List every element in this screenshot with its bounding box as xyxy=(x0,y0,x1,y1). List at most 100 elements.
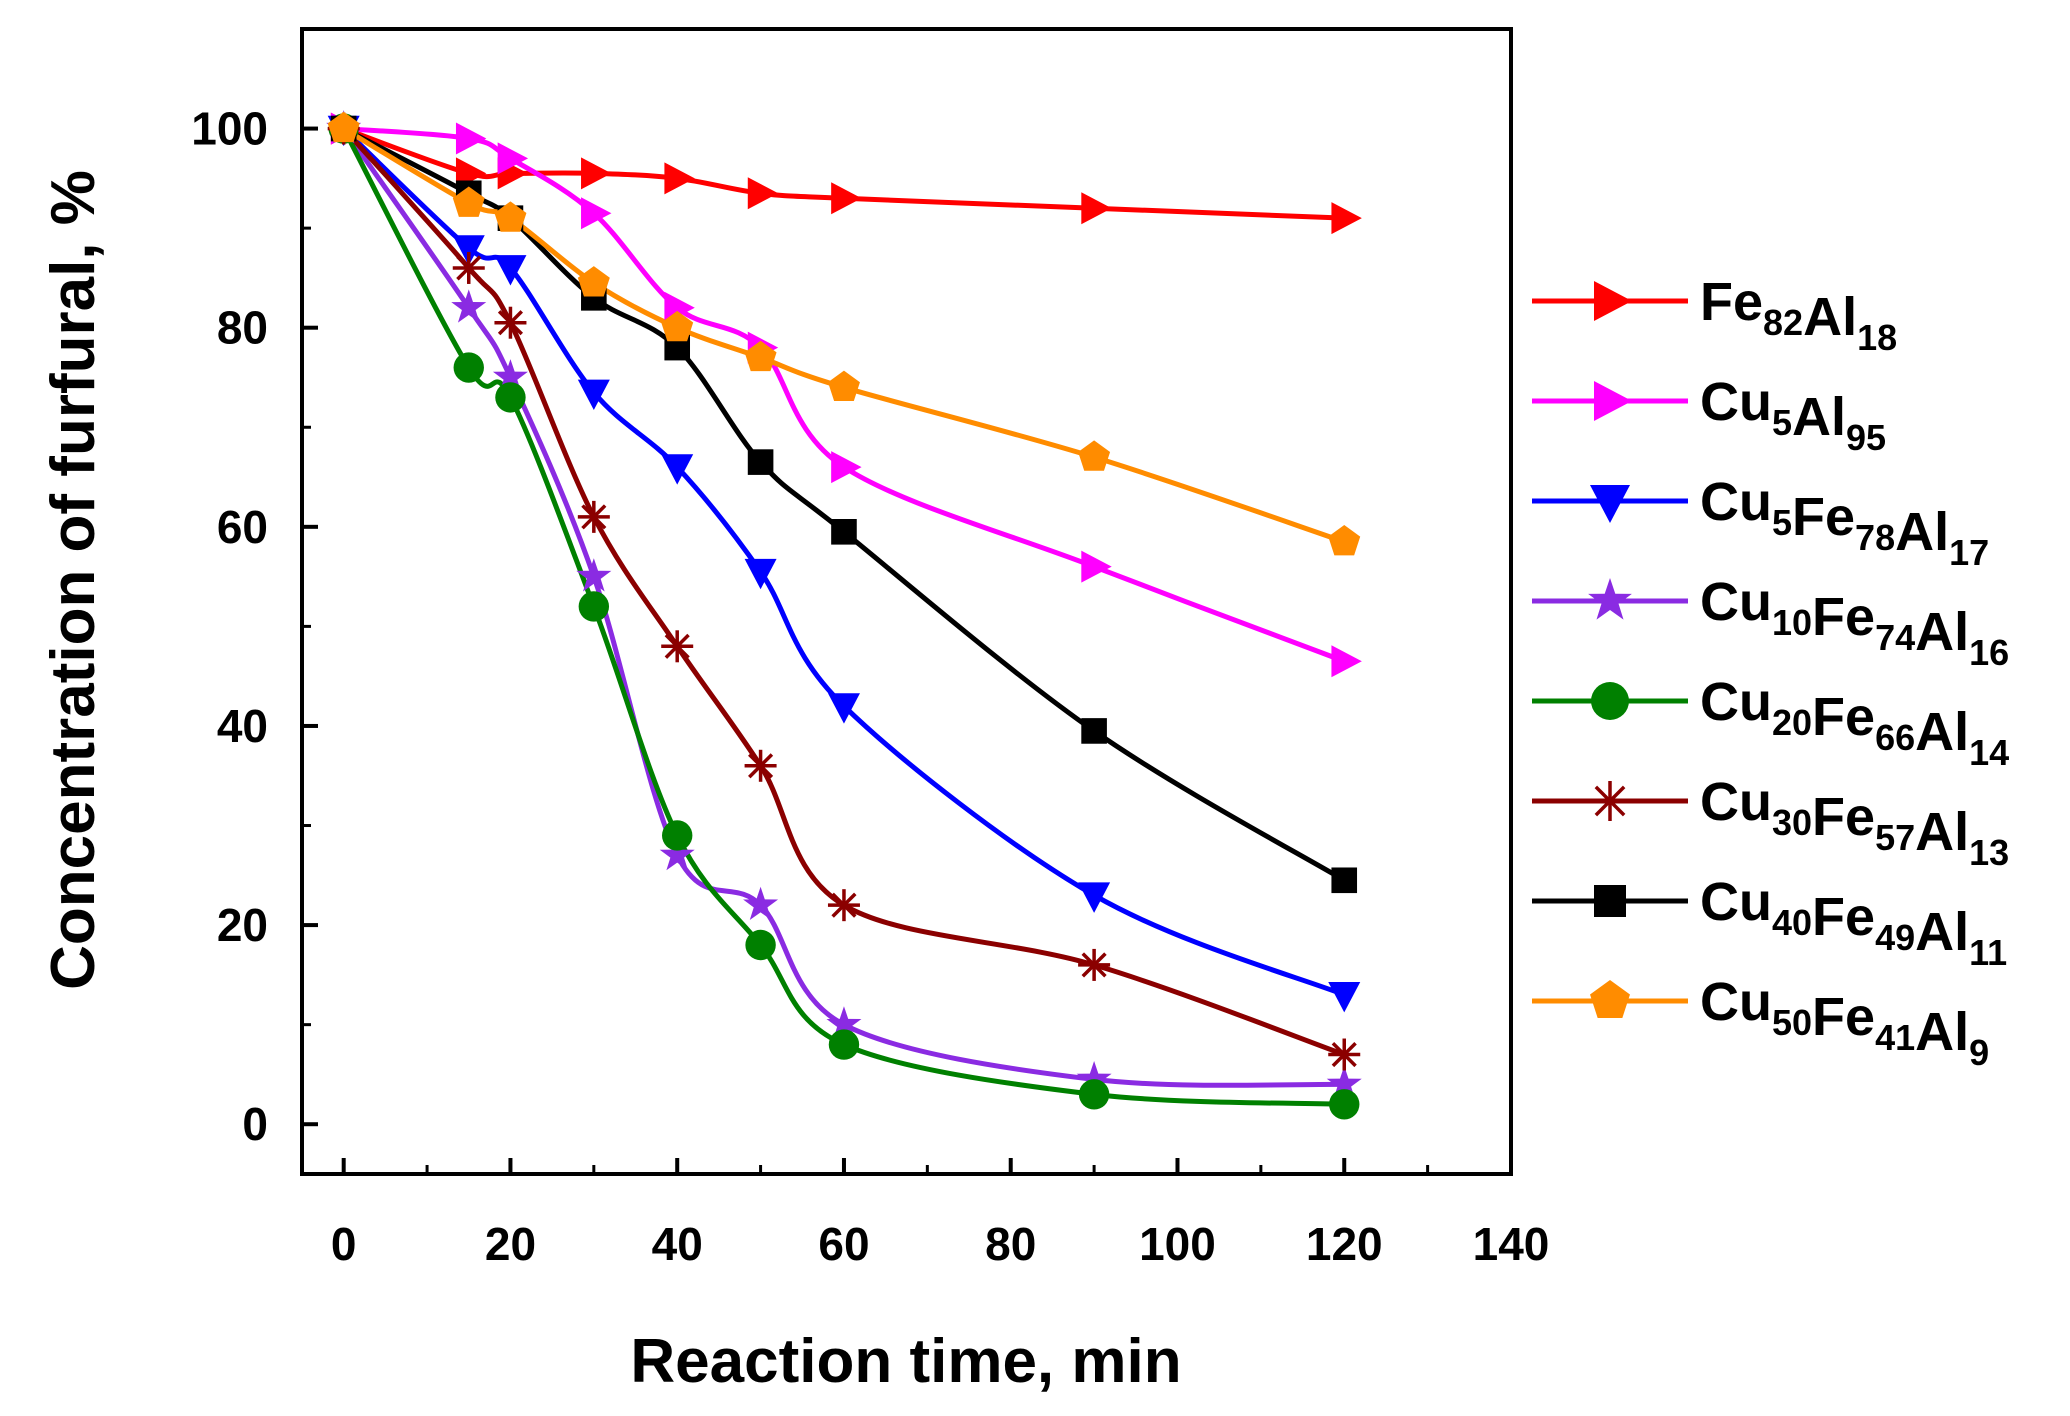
series-markers xyxy=(327,115,1361,1013)
data-point xyxy=(1078,948,1111,981)
series-line xyxy=(342,126,1346,883)
data-point xyxy=(452,251,485,284)
data-point xyxy=(494,255,527,286)
data-point xyxy=(747,449,774,475)
series-markers xyxy=(330,115,1358,894)
y-tick-label: 100 xyxy=(191,103,268,155)
series-markers xyxy=(327,111,1361,556)
data-point xyxy=(1081,192,1112,225)
data-point xyxy=(1591,682,1629,720)
legend-label: Cu5Al95 xyxy=(1700,372,1886,458)
data-point xyxy=(452,235,485,266)
data-point xyxy=(1076,1061,1112,1095)
data-point xyxy=(828,1029,860,1060)
data-point xyxy=(1329,1089,1360,1120)
data-point xyxy=(659,836,695,871)
legend-item: Cu30Fe57Al13 xyxy=(1532,772,2009,873)
x-tick-label: 80 xyxy=(985,1218,1036,1270)
legend-item: Cu5Al95 xyxy=(1532,372,1886,458)
data-point xyxy=(1328,524,1361,556)
legend-label: Fe82Al18 xyxy=(1700,272,1897,358)
data-point xyxy=(581,197,612,230)
data-point xyxy=(581,157,612,190)
data-point xyxy=(1331,867,1358,894)
legend-label: Cu5Fe78Al17 xyxy=(1700,472,1989,573)
x-tick-label: 0 xyxy=(331,1218,357,1270)
data-point xyxy=(831,451,862,484)
data-point xyxy=(1331,645,1362,678)
data-point xyxy=(577,379,610,411)
series-markers xyxy=(330,112,1362,235)
curves xyxy=(341,126,1346,1107)
data-point xyxy=(577,500,610,533)
y-axis-title: Concentration of furfural, % xyxy=(39,170,108,990)
data-point xyxy=(1331,202,1362,235)
series-markers xyxy=(328,113,1360,1120)
data-point xyxy=(1590,485,1630,523)
data-point xyxy=(1326,1065,1362,1100)
data-point xyxy=(827,889,860,922)
legend-label: Cu50Fe41Al9 xyxy=(1700,972,1989,1073)
data-point xyxy=(827,370,860,402)
ticks: 0 20 40 60 80 100 120 140 0 20 40 60 80 100 xyxy=(191,27,1550,1270)
data-point xyxy=(661,630,694,663)
data-point xyxy=(1594,281,1632,321)
series-line xyxy=(341,126,1346,998)
legend-item: Cu20Fe66Al14 xyxy=(1532,672,2009,773)
data-point xyxy=(451,289,487,323)
data-point xyxy=(831,519,857,545)
data-point xyxy=(1078,882,1111,913)
data-point xyxy=(1328,1038,1361,1071)
data-point xyxy=(1590,781,1630,821)
legend-label: Cu40Fe49Al11 xyxy=(1700,872,2007,973)
data-point xyxy=(495,382,526,413)
data-point xyxy=(827,693,860,724)
x-tick-label: 140 xyxy=(1473,1218,1550,1270)
data-point xyxy=(826,1006,862,1040)
data-point xyxy=(744,558,777,590)
legend-label: Cu20Fe66Al14 xyxy=(1700,672,2009,773)
data-point xyxy=(661,454,694,485)
data-point xyxy=(745,929,776,961)
series-markers xyxy=(327,112,1361,1071)
data-point xyxy=(452,186,485,217)
data-point xyxy=(744,749,777,782)
y-tick-label: 40 xyxy=(217,700,268,752)
data-point xyxy=(743,886,779,921)
x-tick-label: 40 xyxy=(652,1218,703,1270)
x-tick-label: 20 xyxy=(485,1218,536,1270)
data-point xyxy=(1594,885,1626,917)
x-tick-label: 100 xyxy=(1139,1218,1216,1270)
data-point xyxy=(492,359,528,393)
series-line xyxy=(341,126,1346,1057)
legend-item: Cu5Fe78Al17 xyxy=(1532,472,1989,573)
plot-frame xyxy=(300,27,1513,1176)
x-tick-label: 60 xyxy=(818,1218,869,1270)
data-point xyxy=(1078,440,1111,471)
data-point xyxy=(744,340,777,372)
x-tick-label: 120 xyxy=(1306,1218,1383,1270)
y-tick-label: 0 xyxy=(242,1098,268,1150)
data-point xyxy=(1590,980,1630,1018)
data-point xyxy=(578,591,610,622)
markers xyxy=(326,110,1362,1120)
legend-item: Cu50Fe41Al9 xyxy=(1532,972,1989,1073)
data-point xyxy=(1078,1079,1110,1110)
legend-item: Cu10Fe74Al16 xyxy=(1532,572,2009,673)
data-point xyxy=(1081,550,1112,583)
data-point xyxy=(576,558,612,592)
legend-item: Fe82Al18 xyxy=(1532,272,1897,358)
data-point xyxy=(453,352,484,383)
data-point xyxy=(661,310,694,342)
y-tick-label: 60 xyxy=(217,501,268,553)
series-line xyxy=(341,127,1345,1107)
legend-item: Cu40Fe49Al11 xyxy=(1532,872,2007,973)
data-point xyxy=(494,306,527,339)
data-point xyxy=(1081,718,1107,744)
data-point xyxy=(747,177,779,210)
data-point xyxy=(1594,381,1632,421)
y-tick-label: 20 xyxy=(217,899,268,951)
x-axis-title: Reaction time, min xyxy=(630,1327,1181,1396)
data-point xyxy=(664,162,695,195)
